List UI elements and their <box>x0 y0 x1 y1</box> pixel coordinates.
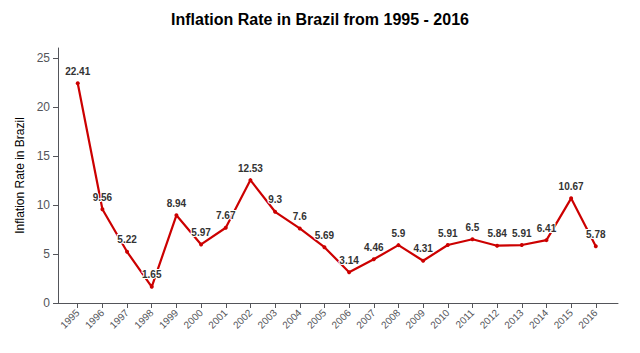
svg-text:5: 5 <box>43 247 50 261</box>
svg-text:2006: 2006 <box>330 307 354 331</box>
svg-text:5.84: 5.84 <box>487 228 507 239</box>
svg-text:5.91: 5.91 <box>438 228 458 239</box>
svg-text:0: 0 <box>43 296 50 310</box>
svg-text:10: 10 <box>37 198 51 212</box>
svg-text:22.41: 22.41 <box>65 66 90 77</box>
svg-text:2003: 2003 <box>255 307 279 331</box>
svg-text:2002: 2002 <box>231 307 255 331</box>
svg-text:10.67: 10.67 <box>559 181 584 192</box>
svg-text:1997: 1997 <box>107 307 131 331</box>
svg-text:5.9: 5.9 <box>391 228 405 239</box>
svg-text:1999: 1999 <box>157 307 181 331</box>
svg-text:8.94: 8.94 <box>167 198 187 209</box>
svg-text:9.56: 9.56 <box>93 192 113 203</box>
svg-text:1996: 1996 <box>83 307 107 331</box>
svg-text:25: 25 <box>37 51 51 65</box>
svg-text:6.41: 6.41 <box>537 223 557 234</box>
svg-text:4.31: 4.31 <box>413 243 433 254</box>
svg-text:1995: 1995 <box>58 307 82 331</box>
svg-text:2009: 2009 <box>404 307 428 331</box>
svg-text:2004: 2004 <box>280 307 304 331</box>
svg-text:Inflation Rate in Brazil: Inflation Rate in Brazil <box>13 117 27 234</box>
svg-text:2013: 2013 <box>502 307 526 331</box>
svg-text:20: 20 <box>37 100 51 114</box>
svg-text:4.46: 4.46 <box>364 242 384 253</box>
svg-text:2012: 2012 <box>478 307 502 331</box>
svg-text:7.6: 7.6 <box>293 211 307 222</box>
svg-text:5.22: 5.22 <box>117 234 137 245</box>
svg-text:2014: 2014 <box>527 307 551 331</box>
svg-text:9.3: 9.3 <box>268 194 282 205</box>
svg-text:15: 15 <box>37 149 51 163</box>
svg-text:2008: 2008 <box>379 307 403 331</box>
svg-text:Inflation Rate in Brazil from: Inflation Rate in Brazil from 1995 - 201… <box>171 11 469 28</box>
svg-text:2007: 2007 <box>354 307 378 331</box>
svg-text:1.65: 1.65 <box>142 269 162 280</box>
svg-text:5.97: 5.97 <box>191 227 211 238</box>
svg-text:2016: 2016 <box>576 307 600 331</box>
svg-text:2011: 2011 <box>453 307 476 330</box>
svg-text:2015: 2015 <box>552 307 576 331</box>
svg-text:2005: 2005 <box>305 307 329 331</box>
svg-text:1998: 1998 <box>132 307 156 331</box>
svg-text:3.14: 3.14 <box>339 255 359 266</box>
svg-text:5.69: 5.69 <box>315 230 335 241</box>
svg-text:5.78: 5.78 <box>586 229 606 240</box>
svg-text:2010: 2010 <box>428 307 452 331</box>
svg-text:12.53: 12.53 <box>238 163 263 174</box>
svg-text:5.91: 5.91 <box>512 228 532 239</box>
svg-text:2000: 2000 <box>181 307 205 331</box>
svg-text:2001: 2001 <box>206 307 230 331</box>
svg-text:7.67: 7.67 <box>216 210 236 221</box>
svg-text:6.5: 6.5 <box>465 222 479 233</box>
